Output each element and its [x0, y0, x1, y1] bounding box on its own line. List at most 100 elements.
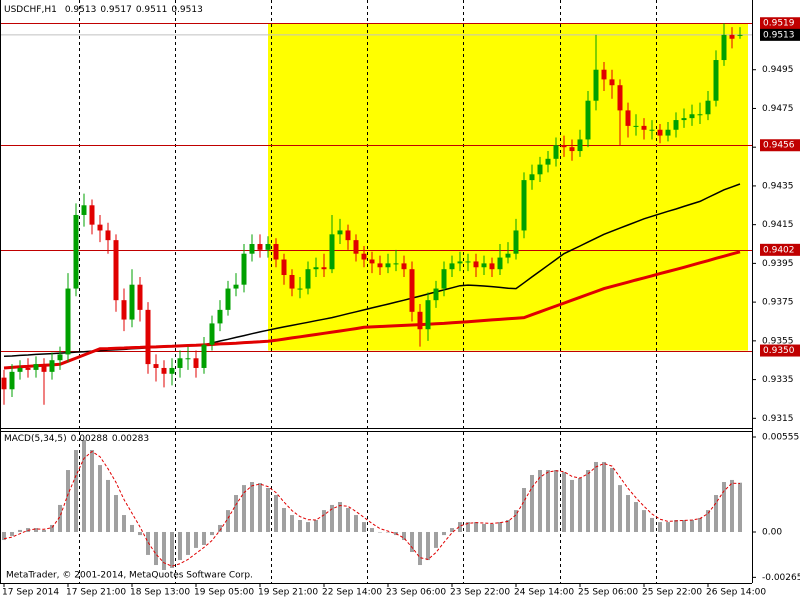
macd-bar: [506, 520, 510, 532]
macd-bar: [426, 531, 430, 561]
macd-bar: [290, 515, 294, 532]
candle-body: [145, 309, 151, 365]
candle-body: [737, 34, 743, 36]
candle-body: [625, 110, 631, 126]
y-tick-label: 0.00: [762, 527, 782, 537]
candle-body: [401, 263, 407, 270]
macd-bar: [466, 522, 470, 532]
macd-bar: [202, 531, 206, 545]
candle-body: [305, 269, 311, 289]
footnote: MetaTrader, © 2001-2014, MetaQuotes Soft…: [6, 571, 253, 581]
macd-bar: [642, 510, 646, 532]
x-tick-label: 17 Sep 21:00: [66, 588, 126, 598]
candle-body: [665, 129, 671, 136]
x-tick-label: 17 Sep 2014: [2, 588, 59, 598]
x-tick-label: 25 Sep 22:00: [642, 588, 702, 598]
last-close: 0.9513: [171, 5, 203, 15]
macd-bar: [82, 440, 86, 532]
macd-bar: [154, 531, 158, 566]
candle-body: [337, 230, 343, 235]
candle-body: [433, 288, 439, 301]
candle-body: [393, 263, 399, 265]
candle-body: [81, 205, 87, 215]
candle-body: [601, 69, 607, 80]
candle-body: [313, 267, 319, 270]
macd-bar: [410, 531, 414, 553]
macd-bar: [34, 528, 38, 532]
macd-bar: [370, 528, 374, 532]
macd-bar: [314, 520, 318, 532]
macd-bar: [274, 495, 278, 532]
candle-body: [265, 244, 271, 250]
macd-bar: [210, 531, 214, 536]
macd-bar: [50, 524, 54, 532]
macd-bar: [178, 531, 182, 561]
macd-bar: [322, 510, 326, 532]
macd-bar: [242, 485, 246, 532]
y-tick-label: 0.9395: [762, 259, 794, 269]
macd-bar: [330, 504, 334, 532]
candle-body: [161, 367, 167, 374]
candle-body: [281, 259, 287, 276]
candle-body: [249, 244, 255, 254]
macd-bar: [674, 520, 678, 532]
candle-body: [545, 158, 551, 165]
candle-body: [385, 263, 391, 268]
candle-body: [9, 371, 15, 390]
zone: [268, 23, 748, 351]
macd-bar: [562, 472, 566, 532]
macd-bar: [666, 522, 670, 532]
macd-bar: [706, 510, 710, 532]
candle-body: [1, 377, 7, 390]
candle-body: [241, 253, 247, 285]
macd-bar: [18, 529, 22, 532]
macd-bar: [2, 531, 6, 541]
price-label: 0.9513: [763, 30, 795, 40]
candle-body: [329, 234, 335, 270]
y-tick-label: 0.9335: [762, 375, 794, 385]
macd-bar: [450, 528, 454, 532]
macd-bar: [106, 479, 110, 532]
candle-body: [553, 145, 559, 159]
candle-body: [521, 180, 527, 231]
level-label: 0.9519: [763, 19, 795, 29]
macd-bar: [530, 474, 534, 532]
y-tick-label: 0.9315: [762, 414, 794, 424]
last-high: 0.9517: [100, 5, 132, 15]
macd-bar: [434, 531, 438, 548]
macd-bar: [298, 520, 302, 532]
candle-body: [513, 230, 519, 254]
macd-bar: [618, 485, 622, 532]
macd-bar: [186, 531, 190, 555]
candle-body: [369, 259, 375, 264]
candle-body: [377, 263, 383, 268]
indicator: MACD(5,34,5): [4, 434, 67, 444]
candle-body: [481, 263, 487, 268]
macd-bar: [474, 522, 478, 532]
level-box: [760, 139, 800, 152]
candle-body: [297, 288, 303, 290]
last-low: 0.9511: [136, 5, 168, 15]
candle-body: [529, 174, 535, 181]
macd-bar: [10, 531, 14, 536]
candle-body: [585, 100, 591, 140]
candle-body: [689, 114, 695, 119]
macd-bar: [594, 461, 598, 532]
macd-bar: [610, 467, 614, 532]
y-tick-label: 0.9495: [762, 65, 794, 75]
candle-body: [705, 100, 711, 115]
macd-bar: [682, 520, 686, 532]
macd-bar: [234, 495, 238, 532]
candle-body: [473, 261, 479, 268]
macd-bar: [306, 522, 310, 532]
candle-body: [233, 284, 239, 289]
macd-bar: [570, 479, 574, 532]
y-tick-label: 0.00555: [762, 432, 799, 442]
candle-body: [441, 269, 447, 289]
candle-body: [137, 284, 143, 310]
candle-body: [217, 309, 223, 324]
macd-bar: [162, 531, 166, 570]
x-tick-label: 25 Sep 06:00: [578, 588, 638, 598]
y-tick-label: 0.9355: [762, 336, 794, 346]
level-box: [760, 243, 800, 256]
